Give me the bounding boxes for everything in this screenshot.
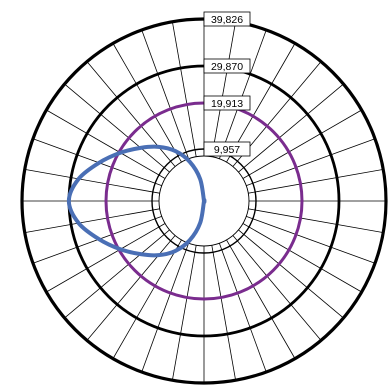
spoke-13 bbox=[238, 229, 344, 319]
spoke-11 bbox=[246, 216, 376, 264]
tick-label-text: 9,957 bbox=[214, 144, 240, 156]
spoke-33 bbox=[112, 43, 182, 163]
spoke-28 bbox=[24, 169, 160, 194]
spoke-12 bbox=[242, 223, 362, 293]
spoke-26 bbox=[24, 208, 160, 233]
spoke-30 bbox=[46, 109, 166, 179]
series-layer bbox=[66, 101, 304, 301]
spoke-34 bbox=[141, 29, 189, 159]
spoke-15 bbox=[226, 239, 296, 359]
angular-grid bbox=[22, 19, 386, 383]
spoke-5 bbox=[238, 83, 344, 173]
tick-label-text: 19,913 bbox=[211, 98, 243, 110]
spoke-7 bbox=[246, 138, 376, 186]
spoke-6 bbox=[242, 109, 362, 179]
spoke-20 bbox=[141, 243, 189, 373]
tick-label-2: 29,870 bbox=[203, 58, 251, 74]
spoke-8 bbox=[248, 169, 384, 194]
tick-label-text: 29,870 bbox=[211, 61, 243, 73]
tick-label-0: 9,957 bbox=[203, 141, 251, 157]
tick-label-text: 39,826 bbox=[211, 14, 243, 26]
spoke-2 bbox=[219, 29, 267, 159]
spoke-19 bbox=[172, 245, 197, 381]
tick-label-box bbox=[203, 141, 251, 157]
spoke-21 bbox=[112, 239, 182, 359]
tick-label-box bbox=[203, 11, 251, 27]
spoke-10 bbox=[248, 208, 384, 233]
spoke-16 bbox=[219, 243, 267, 373]
spoke-31 bbox=[64, 83, 170, 173]
spoke-24 bbox=[46, 223, 166, 293]
tick-label-box bbox=[203, 58, 251, 74]
spoke-35 bbox=[172, 21, 197, 157]
tick-label-1: 19,913 bbox=[203, 95, 251, 111]
series-0-line bbox=[104, 101, 304, 301]
tick-label-box bbox=[203, 95, 251, 111]
series-1-line bbox=[66, 144, 207, 258]
spoke-17 bbox=[211, 245, 236, 381]
spoke-1 bbox=[211, 21, 236, 157]
spoke-23 bbox=[64, 229, 170, 319]
tick-label-3: 39,826 bbox=[203, 11, 251, 27]
spoke-14 bbox=[232, 235, 322, 341]
radial-tick-labels: 9,957 19,913 29,870 39,826 bbox=[203, 11, 251, 157]
